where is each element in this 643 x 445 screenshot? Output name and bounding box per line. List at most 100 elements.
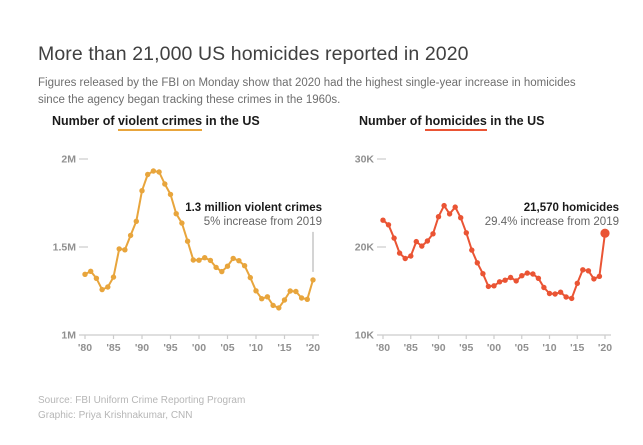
data-point (552, 291, 558, 297)
axis: 30K 20K 10K'80 '85 '90 '95 '00 '05 '10 '15 '20 (355, 154, 613, 355)
annotation-change: 29.4% increase from 2019 (484, 216, 619, 228)
y-axis-label: 1M (61, 330, 76, 342)
data-point (430, 231, 436, 237)
x-axis-label: '20 (306, 342, 320, 354)
data-point (287, 288, 293, 294)
violent-crimes-chart: Number of violent crimes in the US 2M 1.5… (38, 112, 340, 380)
last-data-point (600, 228, 610, 238)
y-axis-label: 1.5M (53, 242, 77, 254)
violent-crimes-line-chart: 2M 1.5M 1M'80 '85 '90 '95 '00 '05 '10 '15 '20 (53, 154, 321, 355)
page-subtitle: Figures released by the FBI on Monday sh… (38, 76, 576, 107)
data-point (507, 274, 514, 281)
data-point (463, 230, 469, 236)
x-axis-label: '00 (192, 342, 206, 354)
data-point (541, 284, 547, 291)
x-axis-label: '05 (515, 342, 529, 354)
data-point (110, 274, 117, 280)
data-point (385, 222, 392, 228)
x-axis-label: '10 (249, 342, 263, 354)
last-data-point (310, 277, 316, 283)
data-point (424, 238, 431, 244)
data-point (557, 289, 564, 295)
data-point (530, 271, 536, 277)
x-axis-label: '15 (277, 342, 291, 354)
y-axis-label: 2M (61, 154, 76, 166)
data-point (270, 302, 276, 309)
data-point (219, 268, 225, 275)
data-points (82, 168, 316, 311)
page-title: More than 21,000 US homicides reported i… (38, 43, 469, 66)
data-point (156, 169, 162, 175)
data-point (236, 258, 242, 264)
data-point (241, 263, 248, 269)
data-point (122, 247, 128, 253)
data-point (93, 275, 100, 281)
annotation-change: 5% increase from 2019 (203, 216, 322, 228)
data-point (304, 296, 310, 302)
data-point (230, 255, 236, 262)
data-point (391, 235, 397, 241)
data-point (179, 220, 185, 226)
y-axis-label: 10K (355, 330, 375, 342)
data-point (585, 268, 592, 274)
data-point (259, 296, 265, 302)
data-point (502, 277, 508, 283)
data-point (202, 255, 208, 261)
data-point (253, 288, 259, 294)
credit-line: Graphic: Priya Krishnakumar, CNN (38, 410, 193, 421)
data-point (396, 250, 403, 256)
data-point (469, 247, 475, 253)
x-axis-label: '10 (542, 342, 556, 354)
data-point (298, 295, 305, 301)
data-point (145, 171, 151, 178)
homicides-line-chart: 30K 20K 10K'80 '85 '90 '95 '00 '05 '10 '15 '20 (355, 154, 613, 355)
data-point (139, 188, 145, 194)
footer-credits: Source: FBI Uniform Crime Reporting Prog… (38, 393, 245, 423)
source-line: Source: FBI Uniform Crime Reporting Prog… (38, 395, 246, 406)
data-point (247, 274, 253, 281)
x-axis-label: '95 (459, 342, 473, 354)
data-point (127, 232, 134, 239)
violent-crimes-annotation: 1.3 million violent crimes 5% increase f… (185, 201, 322, 229)
data-point (190, 257, 196, 263)
data-point (591, 276, 597, 282)
chart-title-keyword-underlined: violent crimes (117, 114, 203, 131)
series-line (84, 170, 314, 309)
data-point (496, 279, 503, 285)
data-point (213, 264, 219, 271)
data-point (546, 290, 553, 297)
y-axis-label: 30K (355, 154, 375, 166)
homicides-annotation: 21,570 homicides 29.4% increase from 201… (485, 201, 619, 229)
data-point (99, 286, 105, 293)
data-point (116, 246, 122, 252)
data-point (402, 255, 408, 262)
x-axis-label: '85 (404, 342, 418, 354)
data-point (535, 275, 542, 281)
axis: 2M 1.5M 1M'80 '85 '90 '95 '00 '05 '10 '15 '20 (53, 154, 321, 355)
data-point (276, 305, 282, 311)
data-point (207, 257, 214, 264)
x-axis-label: '15 (570, 342, 584, 354)
data-point (133, 218, 139, 224)
data-point (293, 288, 299, 295)
data-point (474, 260, 480, 266)
data-point (580, 267, 586, 273)
data-point (574, 280, 580, 286)
homicides-chart: Number of homicides in the US 30K 20K 10K '… (345, 112, 643, 380)
chart-title-suffix: in the US (202, 114, 260, 128)
y-axis-label: 20K (355, 242, 375, 254)
x-axis-label: '80 (78, 342, 92, 354)
data-point (435, 214, 442, 220)
data-point (82, 271, 88, 277)
x-axis-label: '20 (598, 342, 612, 354)
chart-title-suffix: in the US (486, 114, 545, 128)
violent-crimes-chart-title: Number of violent crimes in the US (38, 112, 340, 131)
data-point (458, 215, 464, 221)
data-point (419, 243, 425, 249)
data-point (173, 211, 179, 217)
data-point (281, 297, 288, 303)
data-point (264, 294, 271, 300)
x-axis-label: '95 (163, 342, 177, 354)
x-axis-label: '85 (106, 342, 120, 354)
